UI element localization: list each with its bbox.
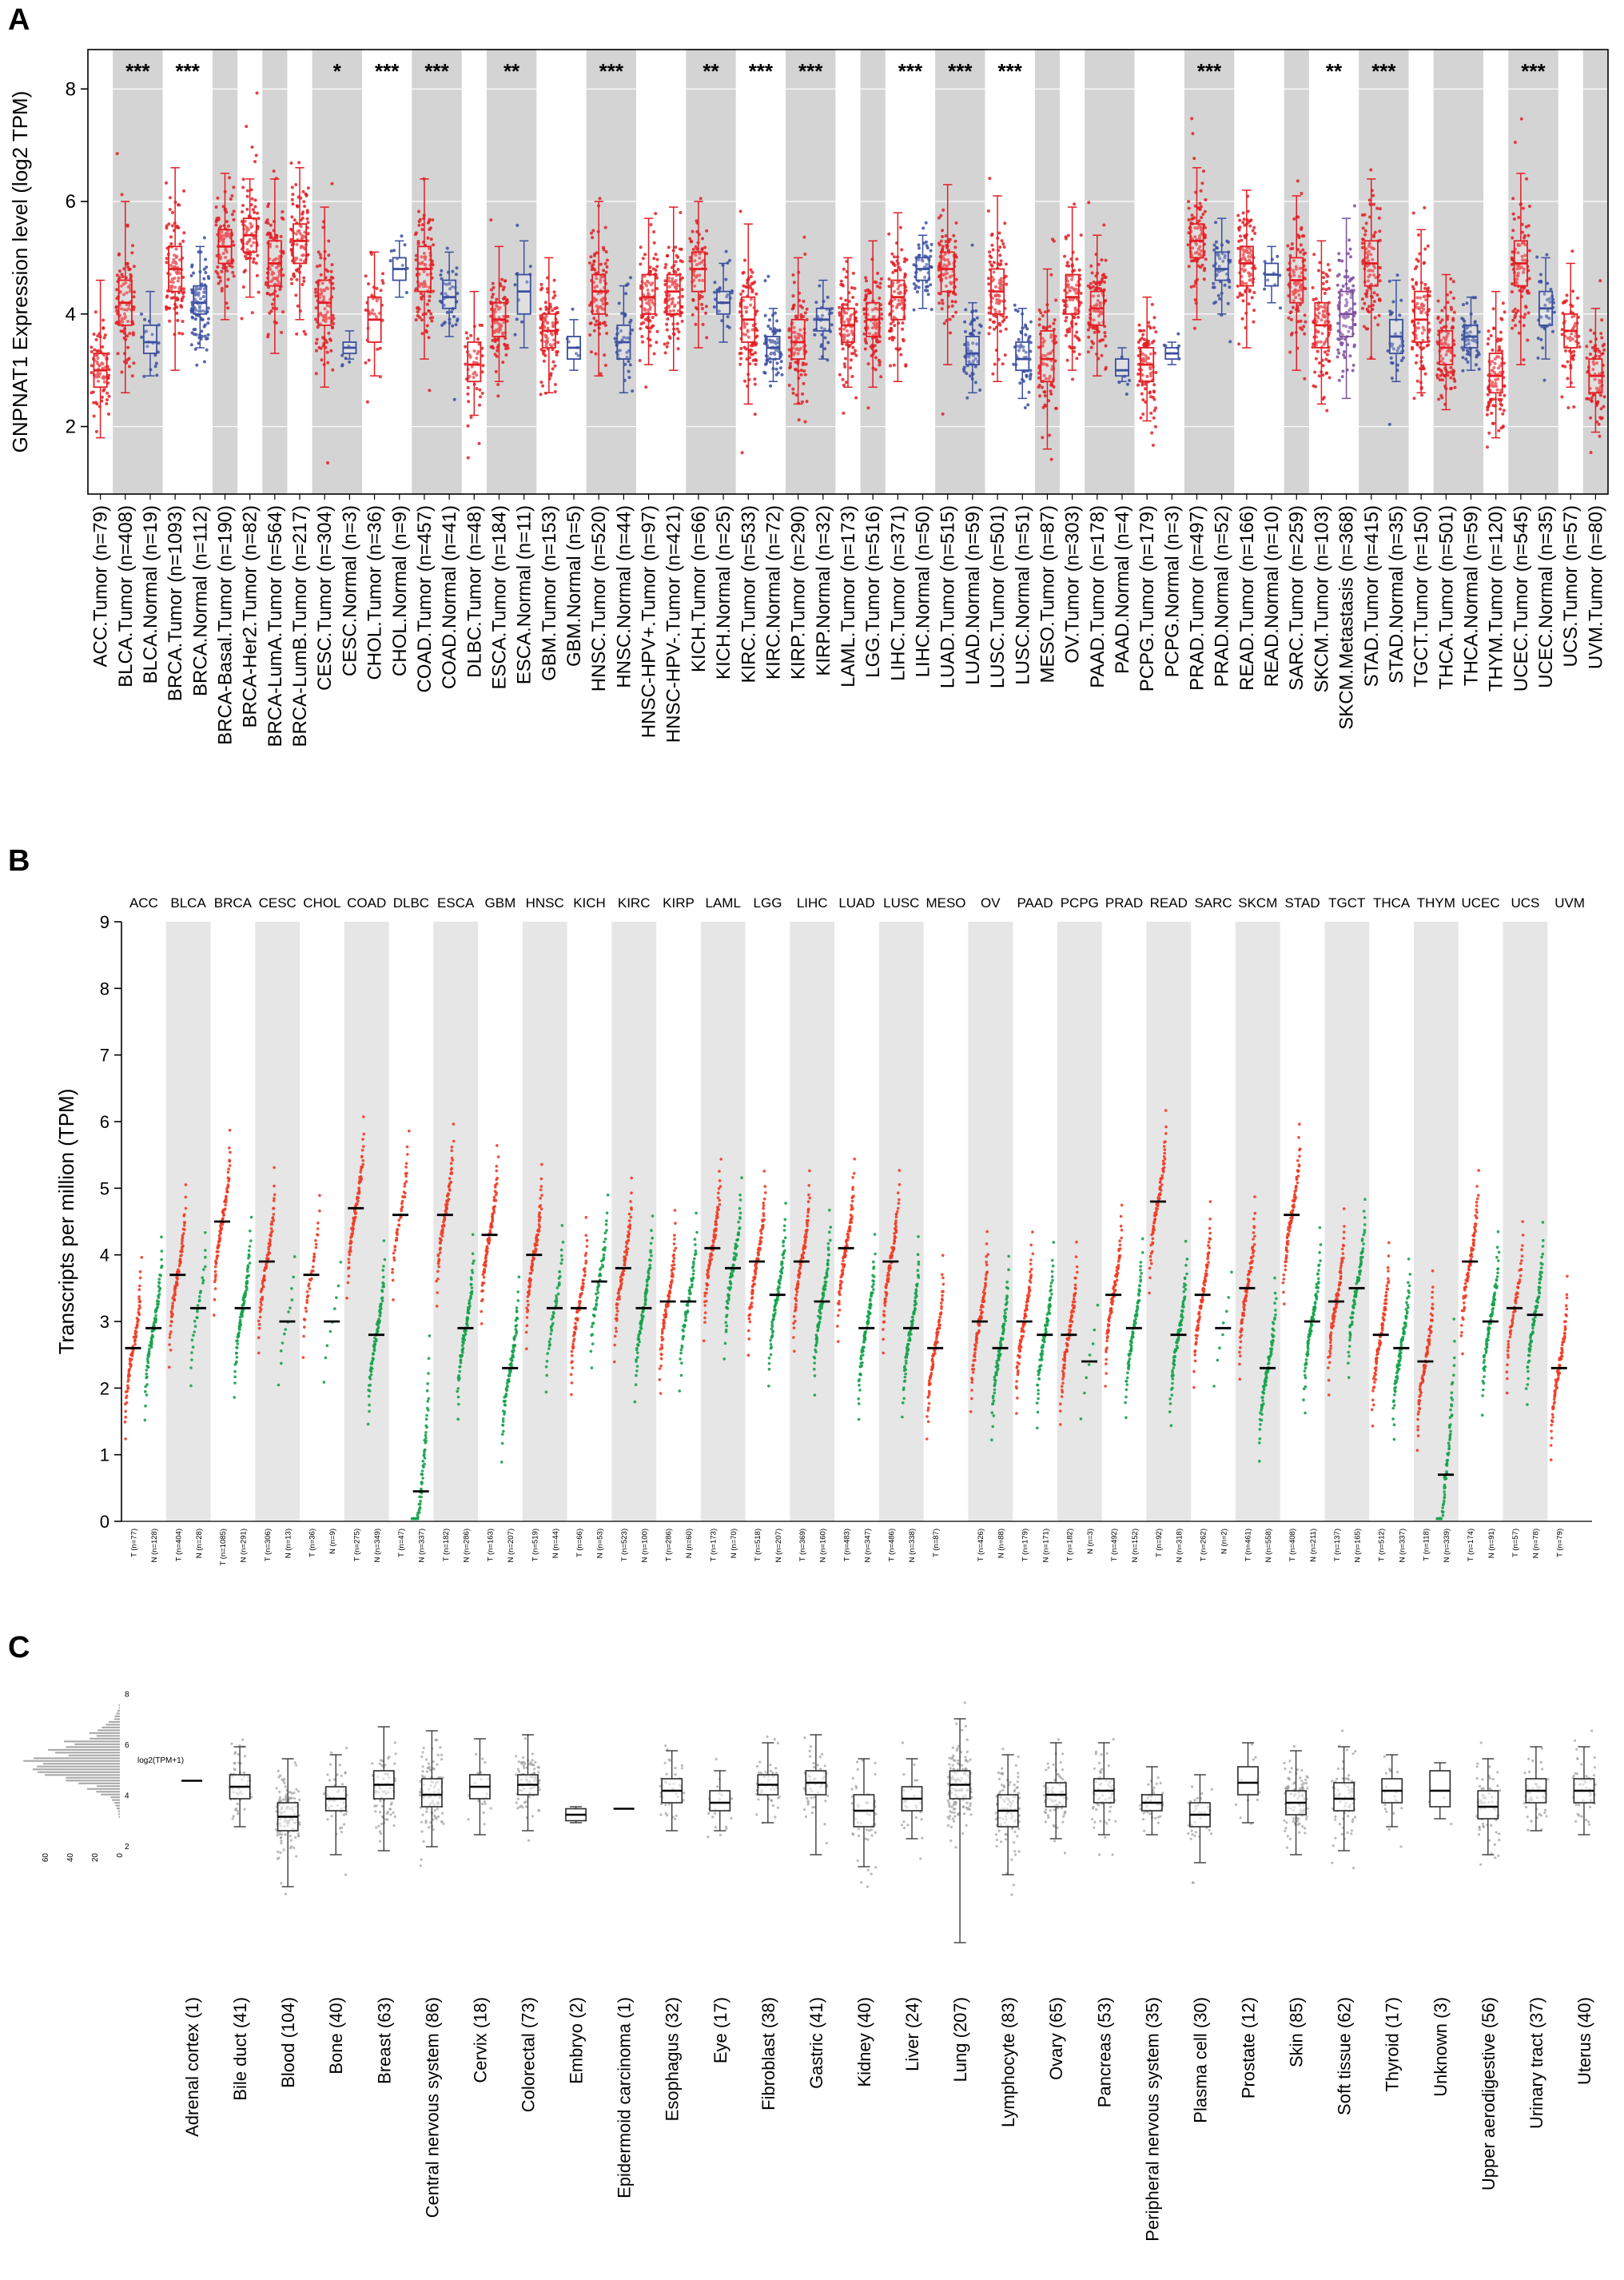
svg-text:LIHC.Normal (n=50): LIHC.Normal (n=50) <box>913 505 934 677</box>
svg-text:BRCA.Tumor (n=1093): BRCA.Tumor (n=1093) <box>165 505 186 701</box>
svg-text:KIRP.Tumor (n=290): KIRP.Tumor (n=290) <box>788 505 810 680</box>
svg-text:KICH.Normal (n=25): KICH.Normal (n=25) <box>713 505 734 680</box>
svg-text:CHOL.Normal (n=9): CHOL.Normal (n=9) <box>389 505 411 676</box>
svg-text:OV.Tumor (n=303): OV.Tumor (n=303) <box>1062 505 1084 664</box>
svg-text:SARC.Tumor (n=259): SARC.Tumor (n=259) <box>1286 505 1308 691</box>
svg-text:READ.Normal (n=10): READ.Normal (n=10) <box>1261 505 1283 687</box>
svg-text:BLCA.Normal (n=19): BLCA.Normal (n=19) <box>140 505 161 684</box>
svg-text:LUAD.Normal (n=59): LUAD.Normal (n=59) <box>962 505 984 685</box>
svg-text:LGG.Tumor (n=516): LGG.Tumor (n=516) <box>862 505 884 678</box>
svg-text:LUSC.Normal (n=51): LUSC.Normal (n=51) <box>1012 505 1033 685</box>
svg-text:LUSC.Tumor (n=501): LUSC.Tumor (n=501) <box>987 505 1009 688</box>
panel-c-chart: Adrenal cortex (1) Bile duct (41) Blood (1… <box>23 1691 1597 2242</box>
svg-text:LIHC.Tumor (n=371): LIHC.Tumor (n=371) <box>887 505 909 681</box>
panel-b-label: B <box>8 844 30 878</box>
svg-text:6: 6 <box>66 191 76 213</box>
panel-b-medians <box>125 1200 1567 1493</box>
svg-text:THCA.Normal (n=59): THCA.Normal (n=59) <box>1461 505 1483 686</box>
panel-a-chart: ACC.Tumor (n=79) BLCA.Tumor (n=408) BLCA.N… <box>8 49 1609 747</box>
svg-text:MESO.Tumor (n=87): MESO.Tumor (n=87) <box>1037 505 1058 684</box>
svg-text:UVM.Tumor (n=80): UVM.Tumor (n=80) <box>1585 505 1606 669</box>
panel-a-label: A <box>8 3 30 37</box>
panel-b-bands <box>165 922 1548 1521</box>
svg-text:COAD.Normal (n=41): COAD.Normal (n=41) <box>439 505 460 689</box>
panel-a-bands <box>88 50 1608 494</box>
svg-text:SKCM.Metastasis (n=368): SKCM.Metastasis (n=368) <box>1336 505 1358 730</box>
svg-text:THYM.Tumor (n=120): THYM.Tumor (n=120) <box>1486 505 1507 692</box>
svg-text:GBM.Tumor (n=153): GBM.Tumor (n=153) <box>539 505 560 681</box>
panel-c-boxes <box>181 1718 1595 1943</box>
svg-text:PCPG.Tumor (n=179): PCPG.Tumor (n=179) <box>1136 505 1158 692</box>
svg-text:ACC.Tumor (n=79): ACC.Tumor (n=79) <box>90 505 112 668</box>
svg-text:ESCA.Tumor (n=184): ESCA.Tumor (n=184) <box>488 505 510 690</box>
svg-text:UCS.Tumor (n=57): UCS.Tumor (n=57) <box>1560 505 1582 668</box>
svg-text:TGCT.Tumor (n=150): TGCT.Tumor (n=150) <box>1411 505 1432 688</box>
svg-text:HNSC-HPV-.Tumor (n=421): HNSC-HPV-.Tumor (n=421) <box>663 505 685 743</box>
svg-text:LAML.Tumor (n=173): LAML.Tumor (n=173) <box>838 505 859 688</box>
svg-text:ESCA.Normal (n=11): ESCA.Normal (n=11) <box>514 505 535 684</box>
svg-text:KIRP.Normal (n=32): KIRP.Normal (n=32) <box>813 505 834 676</box>
panel-a-significance: *** *** * *** *** ** *** ** *** *** *** *** *** *** **… <box>125 59 1546 83</box>
svg-text:BLCA.Tumor (n=408): BLCA.Tumor (n=408) <box>115 505 137 688</box>
panel-b-points <box>123 1109 1569 1521</box>
svg-text:GBM.Normal (n=5): GBM.Normal (n=5) <box>563 505 585 667</box>
svg-text:KIRC.Normal (n=72): KIRC.Normal (n=72) <box>762 505 784 680</box>
svg-text:BRCA.Normal (n=112): BRCA.Normal (n=112) <box>189 505 211 696</box>
svg-text:HNSC.Normal (n=44): HNSC.Normal (n=44) <box>613 505 635 688</box>
svg-text:THCA.Tumor (n=501): THCA.Tumor (n=501) <box>1435 505 1457 690</box>
svg-text:4: 4 <box>66 304 76 325</box>
svg-text:UCEC.Normal (n=35): UCEC.Normal (n=35) <box>1535 505 1557 688</box>
panel-a-axis: ACC.Tumor (n=79) BLCA.Tumor (n=408) BLCA.N… <box>8 49 1609 747</box>
svg-text:BRCA-LumB.Tumor (n=217): BRCA-LumB.Tumor (n=217) <box>289 505 311 747</box>
svg-text:CHOL.Tumor (n=36): CHOL.Tumor (n=36) <box>364 505 386 680</box>
svg-text:KIRC.Tumor (n=533): KIRC.Tumor (n=533) <box>738 505 759 684</box>
svg-text:DLBC.Tumor (n=48): DLBC.Tumor (n=48) <box>464 505 485 678</box>
panel-c-label: C <box>8 1631 30 1664</box>
svg-text:UCEC.Tumor (n=545): UCEC.Tumor (n=545) <box>1511 505 1532 692</box>
svg-text:CESC.Normal (n=3): CESC.Normal (n=3) <box>339 505 360 676</box>
svg-text:SKCM.Tumor (n=103): SKCM.Tumor (n=103) <box>1311 505 1332 693</box>
svg-text:PCPG.Normal (n=3): PCPG.Normal (n=3) <box>1161 505 1183 677</box>
svg-text:PRAD.Tumor (n=497): PRAD.Tumor (n=497) <box>1187 505 1208 691</box>
svg-text:BRCA-Basal.Tumor (n=190): BRCA-Basal.Tumor (n=190) <box>214 505 236 745</box>
panel-a-boxes <box>93 167 1603 450</box>
svg-text:BRCA-LumA.Tumor (n=564): BRCA-LumA.Tumor (n=564) <box>265 505 286 747</box>
svg-text:BRCA-Her2.Tumor (n=82): BRCA-Her2.Tumor (n=82) <box>240 505 261 728</box>
svg-text:LUAD.Tumor (n=515): LUAD.Tumor (n=515) <box>937 505 959 688</box>
svg-text:PAAD.Tumor (n=178): PAAD.Tumor (n=178) <box>1087 505 1109 688</box>
svg-text:READ.Tumor (n=166): READ.Tumor (n=166) <box>1236 505 1258 691</box>
svg-text:HNSC-HPV+.Tumor (n=97): HNSC-HPV+.Tumor (n=97) <box>639 505 660 738</box>
svg-text:CESC.Tumor (n=304): CESC.Tumor (n=304) <box>314 505 336 691</box>
svg-text:STAD.Normal (n=35): STAD.Normal (n=35) <box>1386 505 1407 684</box>
svg-text:COAD.Tumor (n=457): COAD.Tumor (n=457) <box>414 505 436 693</box>
svg-text:STAD.Tumor (n=415): STAD.Tumor (n=415) <box>1361 505 1383 687</box>
svg-text:2: 2 <box>66 417 76 438</box>
svg-text:HNSC.Tumor (n=520): HNSC.Tumor (n=520) <box>588 505 610 692</box>
panel-c-labels: Adrenal cortex (1) Bile duct (41) Blood (1… <box>182 1997 1594 2242</box>
svg-text:KICH.Tumor (n=66): KICH.Tumor (n=66) <box>688 505 710 672</box>
svg-text:PAAD.Normal (n=4): PAAD.Normal (n=4) <box>1112 505 1133 674</box>
svg-text:PRAD.Normal (n=52): PRAD.Normal (n=52) <box>1212 505 1233 687</box>
